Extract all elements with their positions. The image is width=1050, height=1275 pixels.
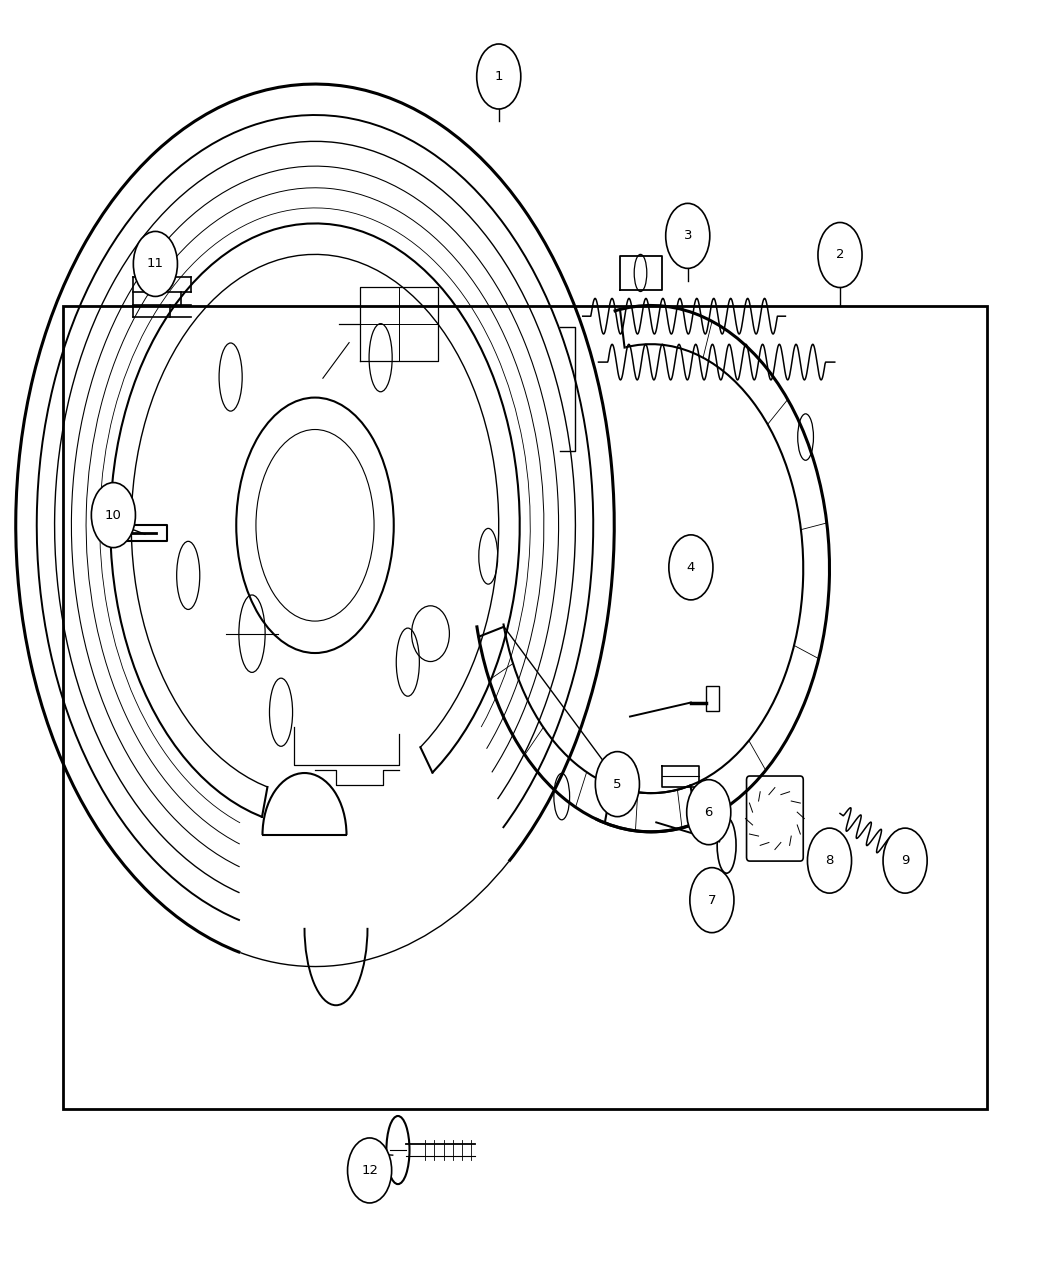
Ellipse shape [348, 1137, 392, 1204]
Text: 2: 2 [836, 249, 844, 261]
Text: 11: 11 [147, 258, 164, 270]
Ellipse shape [807, 829, 852, 892]
Ellipse shape [666, 203, 710, 269]
Ellipse shape [669, 534, 713, 599]
Text: 10: 10 [105, 509, 122, 521]
Ellipse shape [595, 751, 639, 817]
Text: 4: 4 [687, 561, 695, 574]
Ellipse shape [91, 483, 135, 548]
Ellipse shape [133, 232, 177, 297]
Text: 9: 9 [901, 854, 909, 867]
Text: 8: 8 [825, 854, 834, 867]
Ellipse shape [883, 829, 927, 892]
Text: 1: 1 [495, 70, 503, 83]
Bar [63, 306, 987, 1109]
Ellipse shape [687, 780, 731, 845]
Text: 7: 7 [708, 894, 716, 907]
Text: 3: 3 [684, 230, 692, 242]
Text: 6: 6 [705, 806, 713, 819]
Text: 12: 12 [361, 1164, 378, 1177]
Ellipse shape [818, 222, 862, 288]
Text: 5: 5 [613, 778, 622, 790]
Ellipse shape [477, 43, 521, 110]
Ellipse shape [690, 868, 734, 933]
